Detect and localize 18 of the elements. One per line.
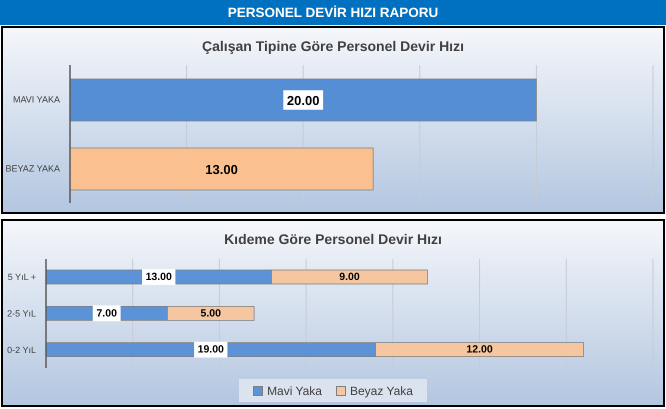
data-label: 9.00 <box>339 271 360 283</box>
chart-title: Kıdeme Göre Personel Devir Hızı <box>223 230 443 248</box>
data-label: 20.00 <box>286 92 320 108</box>
data-label: 19.00 <box>198 344 224 356</box>
data-label: 13.00 <box>146 271 172 283</box>
y-tick-label: 0-2 YıL <box>7 344 36 355</box>
data-label: 12.00 <box>466 344 493 356</box>
legend-label: Mavi Yaka <box>267 384 322 398</box>
y-tick-label: 2-5 YıL <box>7 308 36 318</box>
text: PERSONEL DEVİR HIZI RAPORU <box>228 5 438 20</box>
y-tick-label: 5 YıL + <box>8 272 36 282</box>
data-label: 7.00 <box>96 307 118 320</box>
data-label: 13.00 <box>205 162 238 176</box>
data-label: 5.00 <box>200 307 222 320</box>
y-tick-label: MAVI YAKA <box>12 94 60 104</box>
chart-title: Çalışan Tipine Göre Personel Devir Hızı <box>201 36 465 54</box>
y-tick-label: BEYAZ YAKA <box>5 164 60 174</box>
legend-label: Beyaz Yaka <box>350 384 413 398</box>
